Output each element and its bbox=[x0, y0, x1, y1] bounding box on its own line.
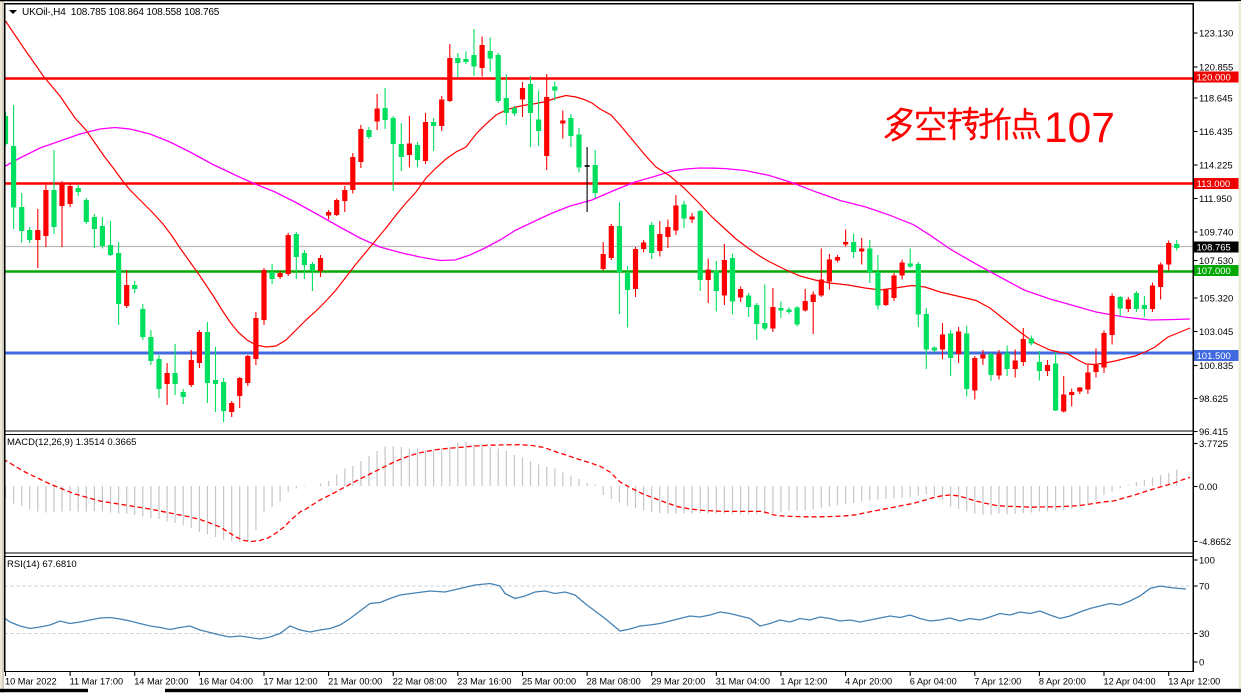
svg-text:28 Mar 08:00: 28 Mar 08:00 bbox=[587, 677, 641, 687]
svg-text:21 Mar 00:00: 21 Mar 00:00 bbox=[328, 677, 382, 687]
svg-text:109.740: 109.740 bbox=[1199, 228, 1233, 239]
svg-text:3.7725: 3.7725 bbox=[1199, 439, 1228, 450]
svg-text:17 Mar 12:00: 17 Mar 12:00 bbox=[264, 677, 318, 687]
svg-text:-4.8652: -4.8652 bbox=[1199, 537, 1231, 548]
svg-text:0.00: 0.00 bbox=[1199, 482, 1218, 493]
svg-text:11 Mar 17:00: 11 Mar 17:00 bbox=[70, 677, 123, 687]
svg-text:23 Mar 16:00: 23 Mar 16:00 bbox=[457, 677, 511, 687]
svg-text:16 Mar 04:00: 16 Mar 04:00 bbox=[199, 677, 253, 687]
svg-text:25 Mar 00:00: 25 Mar 00:00 bbox=[522, 677, 576, 687]
svg-text:111.950: 111.950 bbox=[1199, 194, 1232, 205]
svg-text:30: 30 bbox=[1199, 629, 1210, 640]
svg-text:31 Mar 04:00: 31 Mar 04:00 bbox=[716, 677, 770, 687]
svg-text:98.625: 98.625 bbox=[1199, 394, 1228, 405]
svg-text:MACD(12,26,9) 1.3514 0.3665: MACD(12,26,9) 1.3514 0.3665 bbox=[7, 437, 136, 448]
svg-text:1 Apr 12:00: 1 Apr 12:00 bbox=[780, 677, 827, 687]
svg-text:114.225: 114.225 bbox=[1199, 161, 1233, 172]
svg-text:100: 100 bbox=[1199, 556, 1215, 567]
svg-text:8 Apr 20:00: 8 Apr 20:00 bbox=[1039, 677, 1086, 687]
svg-text:113.000: 113.000 bbox=[1197, 179, 1231, 190]
svg-text:103.045: 103.045 bbox=[1199, 327, 1233, 338]
svg-text:12 Apr 04:00: 12 Apr 04:00 bbox=[1104, 677, 1156, 687]
svg-text:120.000: 120.000 bbox=[1197, 73, 1231, 84]
svg-text:29 Mar 20:00: 29 Mar 20:00 bbox=[651, 677, 705, 687]
svg-text:RSI(14) 67.6810: RSI(14) 67.6810 bbox=[7, 559, 77, 570]
svg-text:10 Mar 2022: 10 Mar 2022 bbox=[5, 677, 57, 687]
svg-text:107.530: 107.530 bbox=[1199, 256, 1233, 267]
svg-text:108.765: 108.765 bbox=[1197, 243, 1231, 254]
svg-text:4 Apr 20:00: 4 Apr 20:00 bbox=[845, 677, 892, 687]
svg-text:13 Apr 12:00: 13 Apr 12:00 bbox=[1168, 677, 1220, 687]
svg-text:6 Apr 04:00: 6 Apr 04:00 bbox=[910, 677, 957, 687]
svg-text:100.835: 100.835 bbox=[1199, 361, 1233, 372]
svg-text:116.435: 116.435 bbox=[1199, 127, 1233, 138]
svg-text:118.645: 118.645 bbox=[1199, 94, 1233, 105]
svg-text:70: 70 bbox=[1199, 582, 1210, 593]
svg-text:107.000: 107.000 bbox=[1197, 266, 1231, 277]
svg-text:7 Apr 12:00: 7 Apr 12:00 bbox=[974, 677, 1021, 687]
svg-text:0: 0 bbox=[1199, 658, 1204, 669]
svg-text:22 Mar 08:00: 22 Mar 08:00 bbox=[393, 677, 447, 687]
svg-text:96.415: 96.415 bbox=[1199, 427, 1228, 438]
svg-text:107: 107 bbox=[1044, 105, 1115, 152]
svg-text:101.500: 101.500 bbox=[1197, 351, 1231, 362]
svg-text:120.855: 120.855 bbox=[1199, 63, 1233, 74]
svg-text:123.130: 123.130 bbox=[1199, 29, 1233, 40]
svg-text:UKOil-,H4 108.785 108.864 108: UKOil-,H4 108.785 108.864 108.558 108.76… bbox=[22, 7, 220, 18]
svg-text:105.320: 105.320 bbox=[1199, 294, 1233, 305]
svg-text:14 Mar 20:00: 14 Mar 20:00 bbox=[134, 677, 188, 687]
